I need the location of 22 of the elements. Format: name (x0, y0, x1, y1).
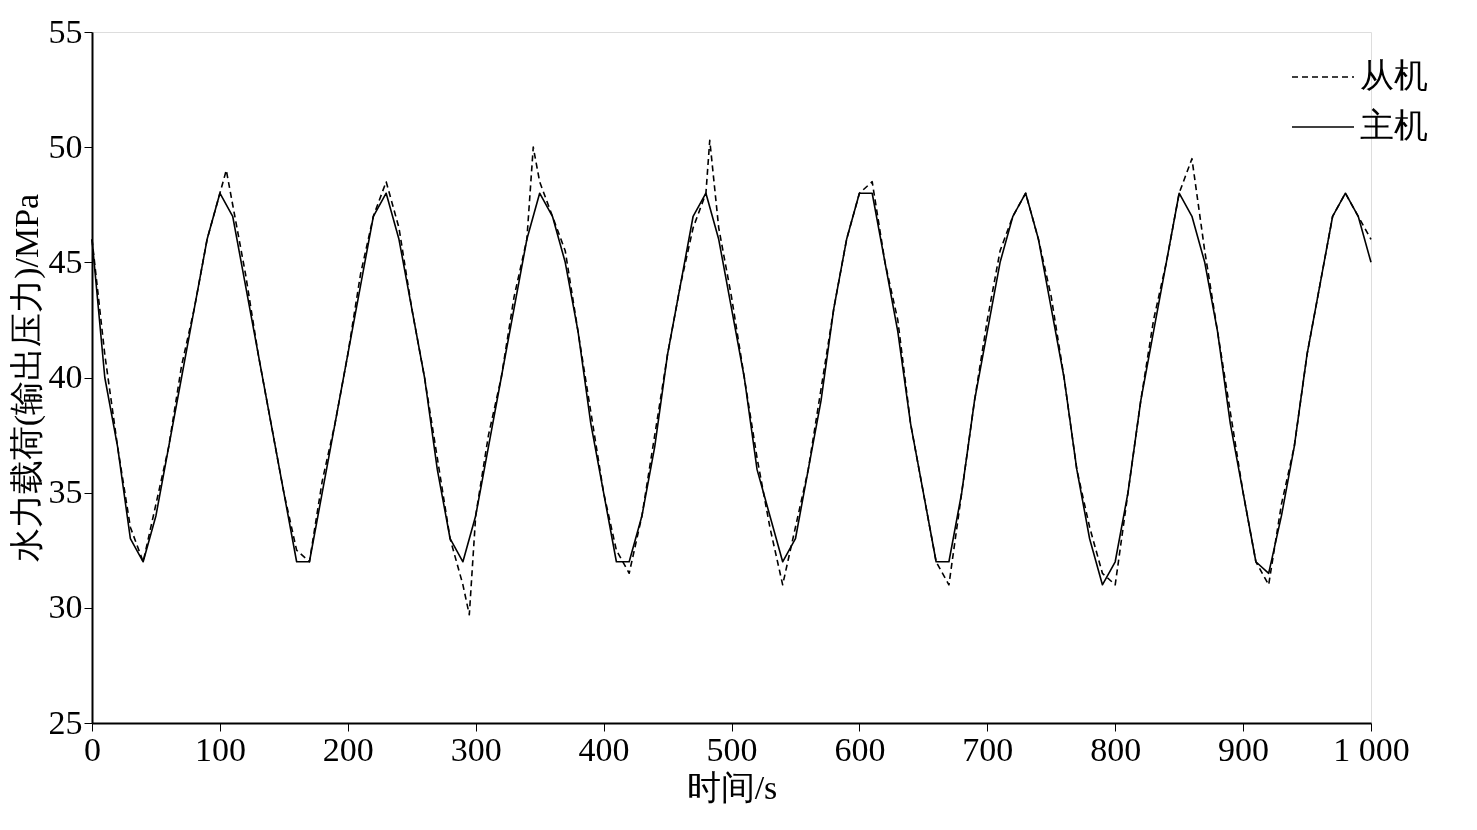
x-tick-label: 300 (450, 730, 502, 768)
y-tick-label: 50 (48, 127, 83, 165)
x-axis-title: 时间/s (686, 768, 778, 806)
y-tick-label: 45 (48, 242, 83, 280)
x-tick-label: 500 (706, 730, 758, 768)
y-axis-title: 水力载荷(输出压力)/MPa (7, 193, 46, 563)
legend-label: 从机 (1360, 57, 1428, 94)
y-tick-label: 40 (48, 358, 83, 395)
x-tick-label: 700 (962, 730, 1014, 768)
y-tick-label: 55 (48, 12, 83, 50)
x-tick-label: 900 (1218, 730, 1270, 768)
x-tick-label: 200 (322, 730, 374, 768)
legend-label: 主机 (1360, 107, 1428, 144)
x-tick-label: 1 000 (1333, 730, 1410, 768)
x-tick-label: 400 (578, 730, 630, 768)
x-tick-label: 800 (1090, 730, 1142, 768)
x-tick-label: 100 (194, 730, 246, 768)
y-tick-label: 35 (48, 473, 83, 511)
x-tick-label: 600 (834, 730, 886, 768)
x-tick-label: 0 (84, 730, 101, 768)
y-tick-label: 30 (48, 588, 83, 626)
y-tick-label: 25 (48, 703, 83, 741)
